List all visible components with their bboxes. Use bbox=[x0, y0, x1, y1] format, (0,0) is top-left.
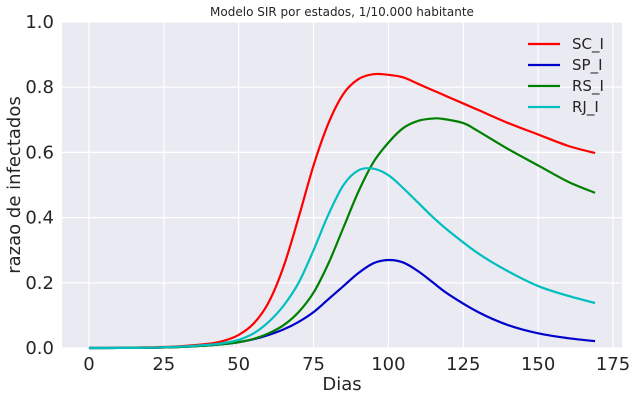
chart-title: Modelo SIR por estados, 1/10.000 habitan… bbox=[210, 5, 474, 19]
series-line-rj-i bbox=[88, 167, 596, 350]
x-tick-label: 100 bbox=[371, 354, 405, 375]
series-lines bbox=[88, 72, 596, 350]
x-tick-label: 175 bbox=[596, 354, 630, 375]
y-tick-label: 0.4 bbox=[25, 208, 54, 229]
x-tick-label: 75 bbox=[302, 354, 325, 375]
x-tick-label: 50 bbox=[227, 354, 250, 375]
legend: SC_I SP_I RS_I RJ_I bbox=[528, 35, 604, 117]
x-tick-label: 150 bbox=[521, 354, 555, 375]
y-tick-label: 0.0 bbox=[25, 338, 54, 359]
x-axis-label: Dias bbox=[322, 374, 361, 395]
y-tick-label: 1.0 bbox=[25, 12, 54, 33]
legend-label: SP_I bbox=[572, 56, 603, 75]
legend-label: RS_I bbox=[572, 77, 604, 96]
grid bbox=[62, 21, 622, 349]
legend-label: SC_I bbox=[572, 35, 604, 54]
x-tick-label: 125 bbox=[446, 354, 480, 375]
x-tick-label: 0 bbox=[83, 354, 94, 375]
legend-label: RJ_I bbox=[572, 98, 599, 117]
x-tick-label: 25 bbox=[152, 354, 175, 375]
plot-area bbox=[62, 22, 622, 348]
y-tick-label: 0.2 bbox=[25, 273, 54, 294]
y-axis-label: razao de infectados bbox=[4, 96, 25, 274]
y-tick-label: 0.6 bbox=[25, 142, 54, 163]
y-tick-label: 0.8 bbox=[25, 77, 54, 98]
tick-labels: 0 25 50 75 100 125 150 175 0.0 0.2 0.4 0.6 0.8 1.0 bbox=[25, 12, 630, 375]
